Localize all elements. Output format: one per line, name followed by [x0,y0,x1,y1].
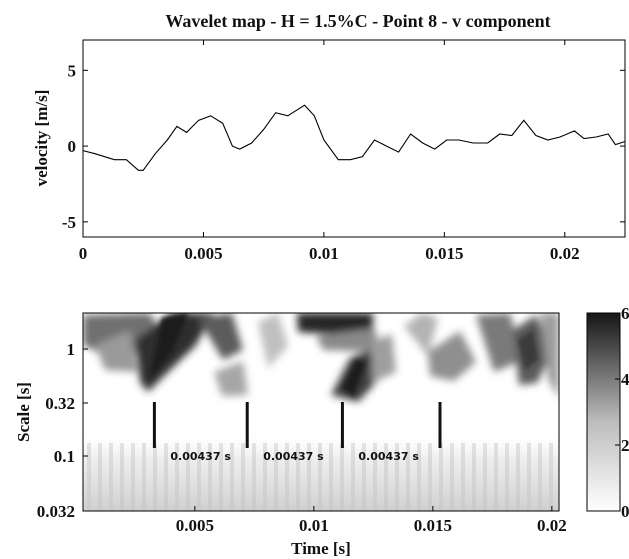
top-ylabel: velocity [m/s] [32,90,51,187]
hm-ytick-label: 1 [67,340,76,359]
top-xtick-label: 0.015 [425,244,463,263]
colorbar [586,312,621,512]
hm-xtick-label: 0.01 [299,516,329,535]
period-label: 0.00437 s [263,450,324,463]
hm-ytick-label: 0.032 [37,502,75,521]
heatmap-axis-ticks: 0.005 0.01 0.015 0.02 1 0.32 0.1 0.032 [37,340,567,535]
chart-title: Wavelet map - H = 1.5%C - Point 8 - v co… [165,11,550,31]
hm-ytick-label: 0.1 [54,447,75,466]
top-xtick-label: 0 [79,244,88,263]
hm-ytick-label: 0.32 [45,394,75,413]
heatmap-xlabel: Time [s] [291,539,351,558]
cb-tick-label: 6 [621,304,629,323]
colorbar-ticks: 6 4 2 0 [615,304,629,521]
period-label: 0.00437 s [358,450,419,463]
cb-tick-label: 2 [621,436,629,455]
top-xtick-label: 0.005 [184,244,222,263]
wavelet-map [83,313,559,511]
hm-xtick-label: 0.02 [537,516,567,535]
top-xtick-label: 0.02 [550,244,580,263]
hm-xtick-label: 0.005 [176,516,214,535]
hm-xtick-label: 0.015 [414,516,452,535]
period-markers: 0.00437 s 0.00437 s 0.00437 s [152,402,442,463]
cb-tick-label: 4 [621,370,629,389]
top-xtick-label: 0.01 [309,244,339,263]
top-ytick-label: -5 [62,213,76,232]
heatmap-frame [82,312,560,512]
velocity-line [82,104,626,171]
top-plot-frame [82,39,626,238]
velocity-series [82,104,626,171]
top-ytick-label: 0 [68,137,77,156]
top-ytick-label: 5 [68,61,77,80]
cb-tick-label: 0 [621,502,629,521]
period-label: 0.00437 s [170,450,231,463]
heatmap-ylabel: Scale [s] [14,382,33,442]
